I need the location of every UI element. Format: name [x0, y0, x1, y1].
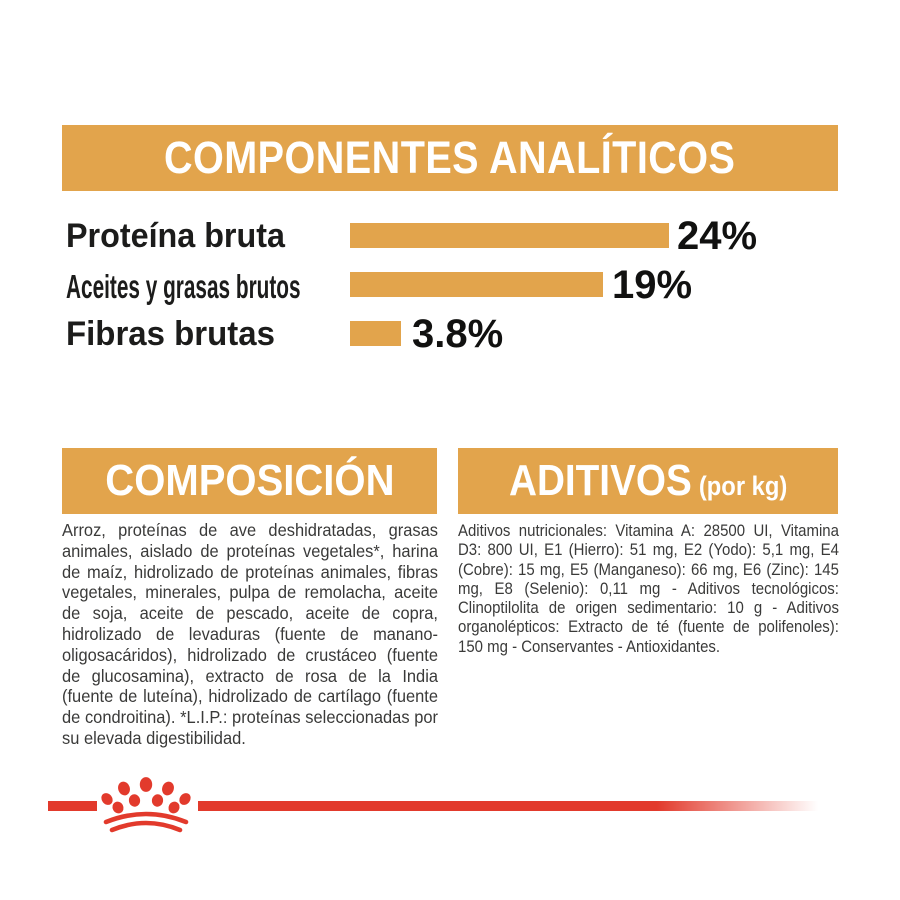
royal-canin-crown-icon: [101, 777, 191, 833]
bar-value-proteina-bruta: 24%: [677, 214, 758, 258]
brand-line-left: [48, 801, 97, 811]
bar-label-aceites-grasas: Aceites y grasas brutos: [66, 268, 301, 305]
additives-title: ADITIVOS: [508, 456, 692, 505]
bar-proteina-bruta: [350, 223, 669, 248]
composition-header-band: COMPOSICIÓN: [62, 448, 437, 514]
brand-line-right: [198, 801, 818, 811]
bar-value-aceites-grasas: 19%: [612, 263, 693, 307]
additives-unit-suffix: (por kg): [698, 471, 788, 501]
bar-label-fibras-brutas: Fibras brutas: [66, 315, 275, 353]
analytics-header-band: COMPONENTES ANALÍTICOS: [62, 125, 838, 191]
bar-fibras-brutas: [350, 321, 401, 346]
composition-title: COMPOSICIÓN: [104, 456, 395, 505]
additives-title-group: ADITIVOS (por kg): [509, 456, 787, 506]
bar-label-proteina-bruta: Proteína bruta: [66, 217, 285, 255]
analytics-title: COMPONENTES ANALÍTICOS: [164, 132, 736, 183]
additives-body-text: Aditivos nutricionales: Vitamina A: 2850…: [458, 522, 839, 656]
bar-aceites-grasas: [350, 272, 603, 297]
bar-value-fibras-brutas: 3.8%: [412, 312, 504, 356]
additives-header-band: ADITIVOS (por kg): [458, 448, 838, 514]
composition-body-text: Arroz, proteínas de ave deshidratadas, g…: [62, 520, 438, 748]
